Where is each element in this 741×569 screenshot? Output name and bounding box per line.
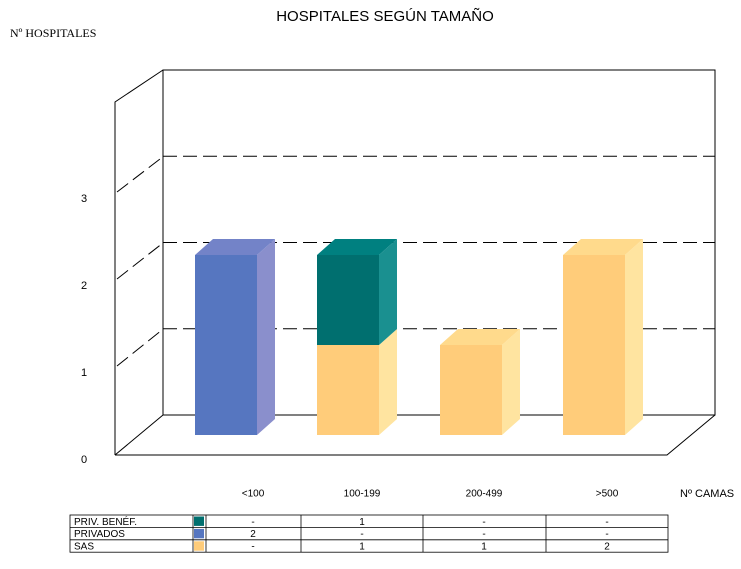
bar-top: [195, 239, 275, 255]
table-border: [69, 514, 669, 553]
table-cell: -: [482, 517, 485, 528]
y-tick-label: 0: [81, 454, 87, 466]
bar-top: [317, 239, 397, 255]
bar: [317, 255, 379, 345]
bar-top: [440, 329, 520, 345]
y-tick-label: 2: [81, 280, 87, 292]
grid-line: [116, 330, 162, 367]
y-tick-label: 3: [81, 193, 87, 205]
table-cell: 1: [359, 517, 365, 528]
x-axis-label: Nº CAMAS: [680, 488, 734, 500]
legend-label: SAS: [74, 542, 94, 553]
bar-side: [379, 329, 397, 435]
table-cell: 2: [604, 542, 610, 553]
x-tick-label: <100: [242, 489, 265, 500]
x-tick-label: >500: [596, 489, 619, 500]
table-cell: -: [605, 529, 608, 540]
bar-side: [625, 239, 643, 435]
legend-label: PRIVADOS: [74, 529, 125, 540]
bar: [440, 345, 502, 435]
bar: [563, 255, 625, 435]
y-tick-label: 1: [81, 367, 87, 379]
legend-swatch: [194, 516, 204, 526]
bar: [317, 345, 379, 435]
table-cell: -: [251, 542, 254, 553]
bar: [195, 255, 257, 435]
legend-swatch: [194, 541, 204, 551]
bar-side: [257, 239, 275, 435]
bar-side: [379, 239, 397, 345]
grid-line: [116, 157, 162, 193]
y-axis-label: Nº HOSPITALES: [10, 26, 96, 40]
chart-title: HOSPITALES SEGÚN TAMAÑO: [276, 8, 494, 25]
table-cell: -: [251, 517, 254, 528]
x-tick-label: 200-499: [466, 489, 503, 500]
table-cell: -: [360, 529, 363, 540]
table-cell: -: [482, 529, 485, 540]
table-cell: 1: [481, 542, 487, 553]
grid-line: [116, 244, 162, 280]
table-cell: 2: [250, 529, 256, 540]
legend-label: PRIV. BENÉF.: [74, 515, 137, 528]
bar-side: [502, 329, 520, 435]
x-tick-label: 100-199: [344, 489, 381, 500]
table-cell: -: [605, 517, 608, 528]
legend-swatch: [194, 528, 204, 539]
bar-top: [563, 239, 643, 255]
table-cell: 1: [359, 542, 365, 553]
